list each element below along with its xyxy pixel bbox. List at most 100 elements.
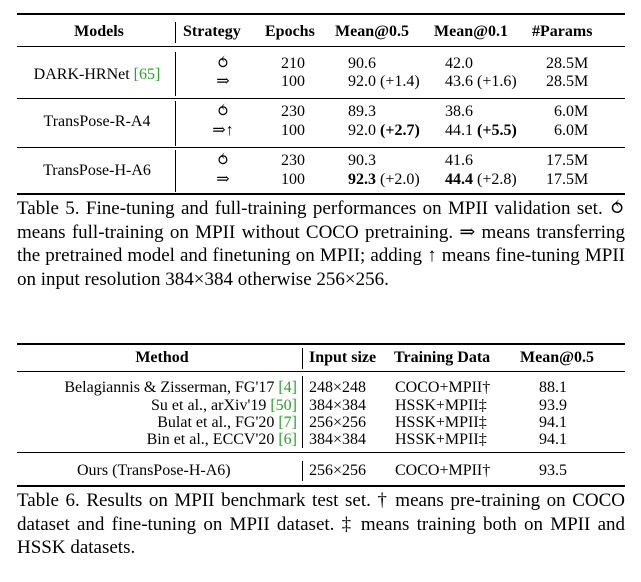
params-cell: 17.5M: [546, 152, 589, 169]
mean05-cell: 90.6: [348, 54, 376, 74]
col-header-mean01: Mean@0.1: [434, 23, 508, 40]
table-row: ⥀ 230 89.3 38.6 6.0M: [17, 102, 625, 122]
mean01-cell: 44.1 (+5.5): [445, 121, 517, 141]
mean05-cell: 90.3: [348, 151, 376, 171]
bottom-rule: [17, 193, 625, 195]
strategy-icon: ⇒: [216, 171, 230, 188]
citation-link[interactable]: [6]: [278, 431, 297, 448]
table-row: ⥀ 210 90.6 42.0 28.5M: [17, 54, 625, 74]
params-cell: 6.0M: [554, 122, 589, 139]
method-label: Bulat et al., FG'20: [157, 414, 275, 431]
epochs-cell: 230: [281, 152, 305, 169]
table-row: Su et al., arXiv'19 [50] 384×384 HSSK+MP…: [17, 396, 625, 416]
training-data-cell: HSSK+MPII‡: [395, 397, 487, 414]
top-rule: [17, 13, 625, 15]
col-header-epochs: Epochs: [265, 23, 315, 40]
group-vertical-rule: [175, 101, 176, 146]
citation-link[interactable]: [50]: [270, 397, 297, 414]
training-data-cell: HSSK+MPII‡: [395, 431, 487, 448]
strategy-icon: ⥀: [216, 103, 230, 120]
col-header-training-data: Training Data: [394, 349, 491, 366]
mean01-delta: (+1.6): [477, 73, 517, 90]
mean-cell: 93.5: [539, 462, 567, 479]
header-rule: [17, 371, 625, 372]
params-cell: 17.5M: [546, 171, 589, 188]
input-size-cell: 384×384: [309, 431, 367, 448]
strategy-icon: ⥀: [216, 152, 230, 169]
mean01-value: 41.6: [445, 152, 473, 169]
citation-link[interactable]: [4]: [278, 379, 297, 396]
training-data-cell: HSSK+MPII‡: [395, 414, 487, 431]
mean05-value: 92.0: [348, 73, 376, 90]
epochs-cell: 100: [281, 122, 305, 139]
mean01-value: 42.0: [445, 55, 473, 72]
input-size-cell: 248×248: [309, 379, 367, 396]
mean-cell: 93.9: [539, 397, 567, 414]
strategy-icon: ⇒: [216, 73, 230, 90]
caption-text: means full-training on MPII without COCO…: [17, 221, 460, 243]
mean01-cell: 41.6: [445, 151, 473, 171]
caption-text: means transferring the pretrained model …: [17, 221, 625, 267]
table-row: Bulat et al., FG'20 [7] 256×256 HSSK+MPI…: [17, 413, 625, 433]
header-vertical-rule: [175, 22, 176, 43]
caption-text: Fine-tuning and full-training performanc…: [79, 198, 610, 219]
strategy-icon: ⇒↑: [212, 122, 234, 139]
mean01-value: 44.4: [445, 171, 473, 188]
col-header-mean05: Mean@0.5: [520, 349, 594, 366]
method-label: Belagiannis & Zisserman, FG'17: [64, 379, 275, 396]
method-cell: Ours (TransPose-H-A6): [77, 462, 231, 479]
method-cell: Bulat et al., FG'20 [7]: [157, 413, 297, 433]
mean05-delta: (+1.4): [380, 73, 420, 90]
method-cell: Bin et al., ECCV'20 [6]: [147, 430, 297, 450]
epochs-cell: 100: [281, 171, 305, 188]
citation-link[interactable]: [65]: [133, 66, 161, 83]
col-header-method: Method: [135, 349, 189, 366]
top-rule: [17, 343, 625, 345]
mean01-delta: (+5.5): [477, 122, 517, 139]
mean01-cell: 38.6: [445, 102, 473, 122]
body-vertical-rule: [302, 376, 303, 448]
group-rule: [17, 452, 625, 453]
citation-link[interactable]: [7]: [278, 414, 297, 431]
mean01-value: 43.6: [445, 73, 473, 90]
table-row: ⥀ 230 90.3 41.6 17.5M: [17, 151, 625, 171]
col-header-models: Models: [74, 23, 124, 40]
mean-cell: 94.1: [539, 414, 567, 431]
params-cell: 28.5M: [546, 55, 589, 72]
mean05-value: 89.3: [348, 103, 376, 120]
mean01-cell: 42.0: [445, 54, 473, 74]
model-name: TransPose-H-A6: [43, 162, 151, 179]
table-row: ⇒↑ 100 92.0 (+2.7) 44.1 (+5.5) 6.0M: [17, 121, 625, 141]
table-6-caption: Table 6. Results on MPII benchmark test …: [17, 489, 625, 560]
mean01-delta: (+2.8): [477, 171, 517, 188]
table-row: Belagiannis & Zisserman, FG'17 [4] 248×2…: [17, 378, 625, 398]
method-cell: Su et al., arXiv'19 [50]: [151, 396, 297, 416]
mean-cell: 88.1: [539, 379, 567, 396]
table-row: Bin et al., ECCV'20 [6] 384×384 HSSK+MPI…: [17, 430, 625, 450]
method-cell: Belagiannis & Zisserman, FG'17 [4]: [64, 378, 297, 398]
caption-label: Table 6.: [17, 490, 80, 511]
table-row-ours: Ours (TransPose-H-A6) 256×256 COCO+MPII†…: [17, 461, 625, 481]
mean05-cell: 92.3 (+2.0): [348, 170, 420, 190]
table-5-caption: Table 5. Fine-tuning and full-training p…: [17, 197, 625, 291]
mean01-cell: 44.4 (+2.8): [445, 170, 517, 190]
table-row: ⇒ 100 92.0 (+1.4) 43.6 (+1.6) 28.5M: [17, 72, 625, 92]
mean01-value: 44.1: [445, 122, 473, 139]
mean05-cell: 92.0 (+2.7): [348, 121, 420, 141]
strategy-icon: ⥀: [216, 55, 230, 72]
up-arrow-icon: ↑: [427, 245, 437, 266]
epochs-cell: 210: [281, 55, 305, 72]
group-vertical-rule: [175, 52, 176, 96]
table-6-header-row: Method Input size Training Data Mean@0.5: [17, 348, 625, 368]
header-rule: [17, 46, 625, 47]
model-label: DARK-HRNet: [33, 66, 130, 83]
group-rule: [17, 147, 625, 148]
epochs-cell: 230: [281, 103, 305, 120]
params-cell: 6.0M: [554, 103, 589, 120]
mean05-delta: (+2.0): [380, 171, 420, 188]
training-data-cell: COCO+MPII†: [395, 462, 491, 479]
input-size-cell: 256×256: [309, 462, 367, 479]
col-header-strategy: Strategy: [183, 23, 241, 40]
caption-text: means fine-tuning MPII on input resoluti…: [17, 245, 625, 290]
mean05-cell: 92.0 (+1.4): [348, 72, 420, 92]
